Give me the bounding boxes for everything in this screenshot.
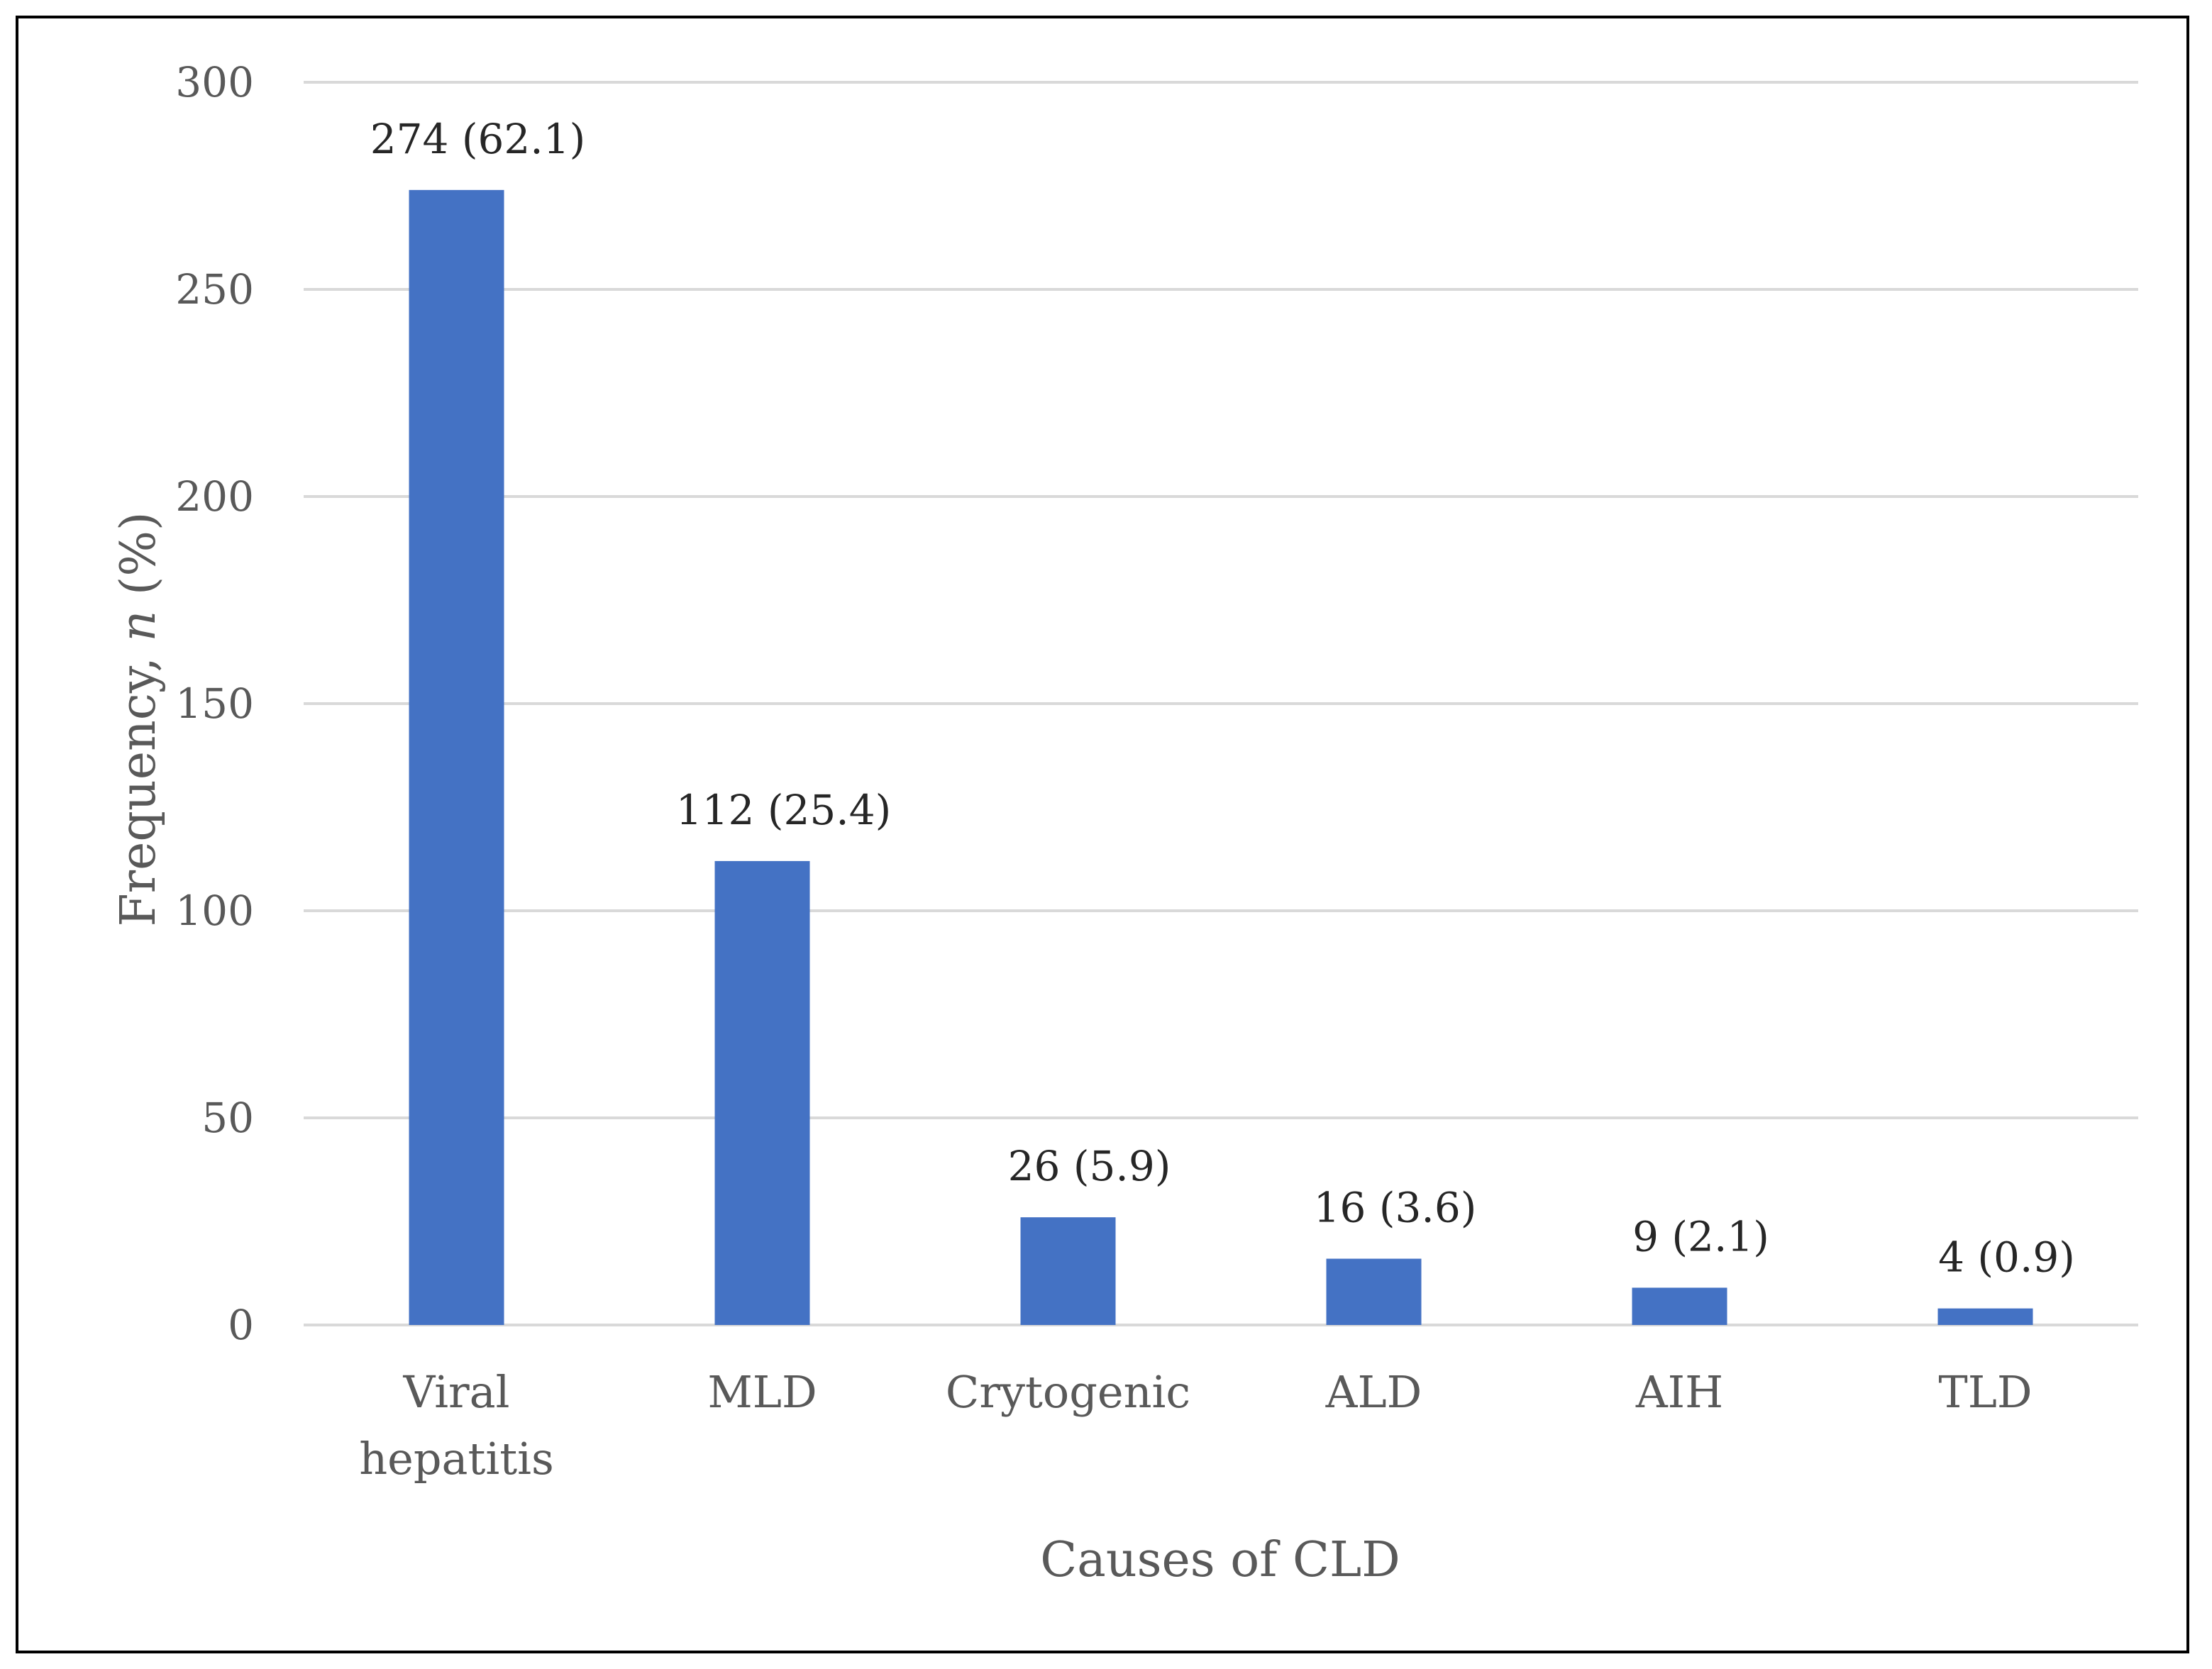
y-tick-label: 200 (175, 472, 254, 521)
category-label-line: hepatitis (359, 1433, 554, 1485)
bar (1632, 1287, 1727, 1325)
data-label: 4 (0.9) (1938, 1233, 2075, 1282)
data-label: 9 (2.1) (1632, 1212, 1769, 1260)
category-label: MLD (707, 1366, 817, 1418)
category-label-line: ALD (1325, 1366, 1422, 1418)
category-label-line: MLD (707, 1366, 817, 1418)
category-labels: Viral hepatitis MLD Crytogenic ALD AIH TLD (359, 1366, 2032, 1485)
y-tick-labels: 0 50 100 150 200 250 300 (175, 58, 254, 1349)
bar (714, 860, 810, 1325)
data-label: 112 (25.4) (676, 786, 892, 834)
y-tick-label: 150 (175, 680, 254, 728)
y-axis-title-suffix: (%) (111, 511, 167, 610)
category-label: TLD (1938, 1366, 2032, 1418)
category-label-line: Crytogenic (946, 1366, 1190, 1418)
bar (1937, 1308, 2033, 1325)
y-tick-label: 300 (175, 58, 254, 106)
category-label: AIH (1635, 1366, 1723, 1418)
y-tick-label: 100 (175, 887, 254, 935)
bar (409, 189, 504, 1326)
bars (409, 189, 2033, 1326)
data-label: 16 (3.6) (1314, 1184, 1477, 1232)
y-axis-title: Frequency, n (%) (111, 511, 167, 926)
bar (1020, 1217, 1116, 1325)
category-label-line: Viral (403, 1366, 510, 1418)
bar (1326, 1258, 1422, 1325)
x-axis-title: Causes of CLD (1040, 1532, 1400, 1588)
category-label-line: AIH (1635, 1366, 1723, 1418)
chart-frame: 0 50 100 150 200 250 300 274 (62.1) 112 (25.4) 2… (16, 16, 2189, 1653)
category-label: Crytogenic (946, 1366, 1190, 1418)
category-label: Viral hepatitis (359, 1366, 554, 1485)
data-label: 26 (5.9) (1008, 1142, 1171, 1190)
data-label: 274 (62.1) (370, 115, 586, 163)
category-label: ALD (1325, 1366, 1422, 1418)
data-labels: 274 (62.1) 112 (25.4) 26 (5.9) 16 (3.6) 9 (2… (370, 115, 2075, 1282)
category-label-line: TLD (1938, 1366, 2032, 1418)
y-tick-label: 50 (201, 1094, 254, 1142)
y-axis-title-italic: n (111, 611, 167, 642)
gridlines (304, 81, 2138, 1326)
y-tick-label: 250 (175, 265, 254, 314)
y-axis-title-prefix: Frequency, (111, 642, 167, 927)
y-tick-label: 0 (228, 1301, 254, 1349)
